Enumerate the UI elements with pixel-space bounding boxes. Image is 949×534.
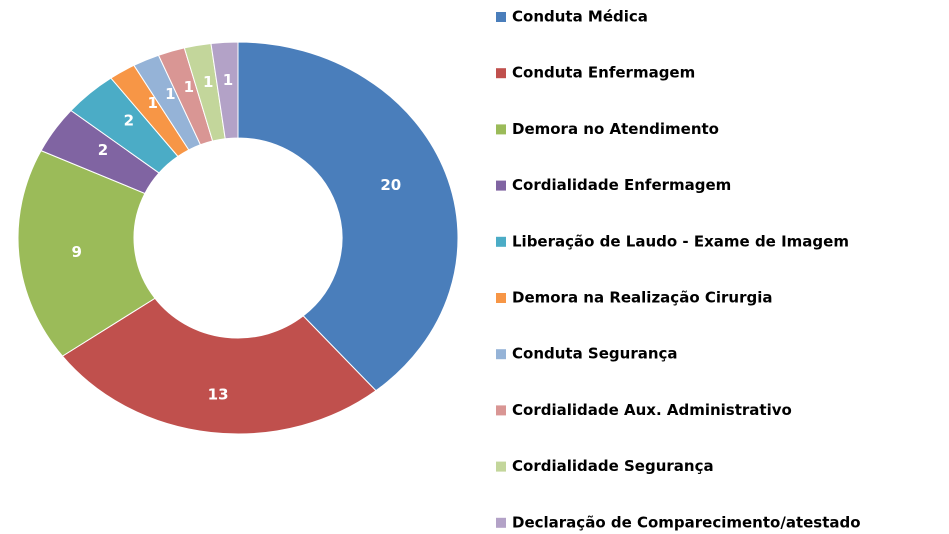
- legend-label: Cordialidade Enfermagem: [512, 176, 731, 194]
- legend-swatch: [496, 517, 506, 528]
- slice: [61, 297, 377, 435]
- data-label: 1: [147, 94, 157, 112]
- legend-label: Declaração de Comparecimento/atestado: [512, 513, 861, 531]
- data-label: 9: [71, 243, 81, 261]
- slice: [237, 41, 459, 392]
- legend-label: Demora na Realização Cirurgia: [512, 289, 772, 307]
- legend-swatch: [496, 180, 506, 191]
- legend-label: Conduta Enfermagem: [512, 64, 695, 82]
- legend-label: Cordialidade Segurança: [512, 457, 714, 475]
- data-label: 2: [98, 141, 108, 159]
- data-label: 13: [208, 385, 229, 403]
- data-label: 1: [203, 73, 213, 91]
- data-label: 1: [223, 71, 233, 89]
- legend-swatch: [496, 349, 506, 360]
- data-label: 1: [184, 78, 194, 96]
- legend-swatch: [496, 293, 506, 303]
- legend-label: Conduta Médica: [512, 8, 648, 26]
- legend-swatch: [496, 124, 506, 135]
- legend-label: Cordialidade Aux. Administrativo: [512, 401, 792, 419]
- data-label: 2: [124, 112, 134, 130]
- data-label: 1: [165, 85, 175, 103]
- legend-swatch: [496, 236, 506, 247]
- legend-swatch: [496, 12, 506, 22]
- legend-swatch: [496, 68, 506, 79]
- data-label: 20: [380, 176, 401, 194]
- legend-label: Conduta Segurança: [512, 345, 678, 363]
- legend-swatch: [496, 461, 506, 472]
- slice: [210, 41, 239, 140]
- slice: [17, 150, 156, 357]
- legend-label: Demora no Atendimento: [512, 120, 719, 138]
- legend-label: Liberação de Laudo - Exame de Imagem: [512, 232, 849, 250]
- legend-swatch: [496, 405, 506, 416]
